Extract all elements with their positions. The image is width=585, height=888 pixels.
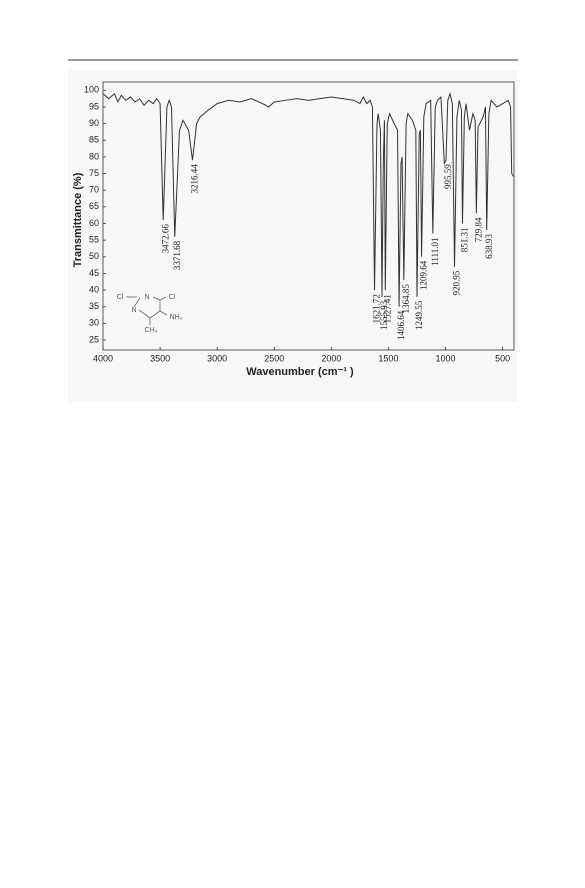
- x-tick-label: 3000: [207, 353, 227, 363]
- peak-label: 3216.44: [190, 164, 200, 194]
- y-tick-label: 50: [89, 251, 99, 261]
- plot-frame: [102, 81, 515, 351]
- x-tick-label: 500: [495, 353, 510, 363]
- peak-label: 3472.66: [160, 224, 170, 254]
- y-tick-label: 45: [89, 268, 99, 278]
- atom-label: N: [144, 294, 149, 301]
- peak-label: 851.31: [460, 227, 470, 252]
- atom-label: N: [131, 307, 136, 314]
- y-tick-label: 90: [89, 118, 99, 128]
- y-tick-label: 80: [89, 151, 99, 161]
- atom-label: NH₂: [170, 314, 183, 321]
- peak-label: 1249.55: [414, 300, 424, 330]
- y-tick-label: 60: [89, 218, 99, 228]
- x-tick-label: 2500: [264, 353, 284, 363]
- y-tick-label: 30: [89, 318, 99, 328]
- peak-label: 995.59: [443, 164, 453, 189]
- figure-background: [68, 70, 518, 402]
- peak-label: 1364.85: [401, 284, 411, 314]
- peak-label: 1621.72: [372, 294, 382, 323]
- atom-label: Cl: [169, 294, 176, 301]
- peak-label: 1209.64: [419, 260, 429, 290]
- spectrum-line: [102, 91, 515, 307]
- y-tick-label: 85: [89, 135, 99, 145]
- x-tick-label: 1500: [378, 353, 398, 363]
- peak-label: 3371.68: [172, 240, 182, 270]
- x-tick-label: 4000: [93, 353, 113, 363]
- atom-label: Cl: [117, 294, 124, 301]
- y-tick-label: 95: [89, 101, 99, 111]
- molecule: [126, 296, 168, 325]
- peak-label: 920.95: [452, 270, 462, 295]
- y-tick-label: 75: [89, 168, 99, 178]
- peak-label: 1111.01: [430, 237, 440, 265]
- peak-label: 1527.41: [382, 294, 392, 323]
- x-tick-label: 2000: [321, 353, 341, 363]
- peak-label: 729.84: [473, 217, 483, 242]
- peak-label: 1555.93: [379, 300, 389, 330]
- x-axis-title: Wavenumber (cm⁻¹ ): [246, 366, 354, 378]
- y-tick-label: 25: [89, 334, 99, 344]
- y-tick-label: 35: [89, 301, 99, 311]
- y-axis-title: Transmittance (%): [72, 172, 84, 267]
- y-tick-label: 65: [89, 201, 99, 211]
- peak-label: 638.93: [484, 234, 494, 259]
- x-tick-label: 3500: [150, 353, 170, 363]
- atom-label: CH₃: [145, 327, 158, 334]
- y-tick-label: 100: [84, 85, 99, 95]
- x-tick-label: 1000: [435, 353, 455, 363]
- y-tick-label: 40: [89, 284, 99, 294]
- y-tick-label: 70: [89, 185, 99, 195]
- peak-label: 1406.64: [396, 310, 406, 340]
- y-tick-label: 55: [89, 235, 99, 245]
